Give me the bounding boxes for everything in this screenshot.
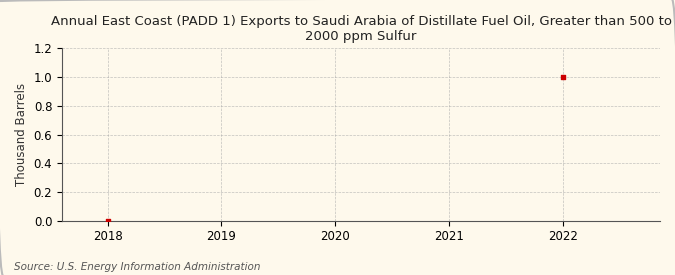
Point [102,219,113,223]
Text: Source: U.S. Energy Information Administration: Source: U.S. Energy Information Administ… [14,262,260,272]
Y-axis label: Thousand Barrels: Thousand Barrels [15,83,28,186]
Title: Annual East Coast (PADD 1) Exports to Saudi Arabia of Distillate Fuel Oil, Great: Annual East Coast (PADD 1) Exports to Sa… [51,15,672,43]
Point [558,75,568,79]
